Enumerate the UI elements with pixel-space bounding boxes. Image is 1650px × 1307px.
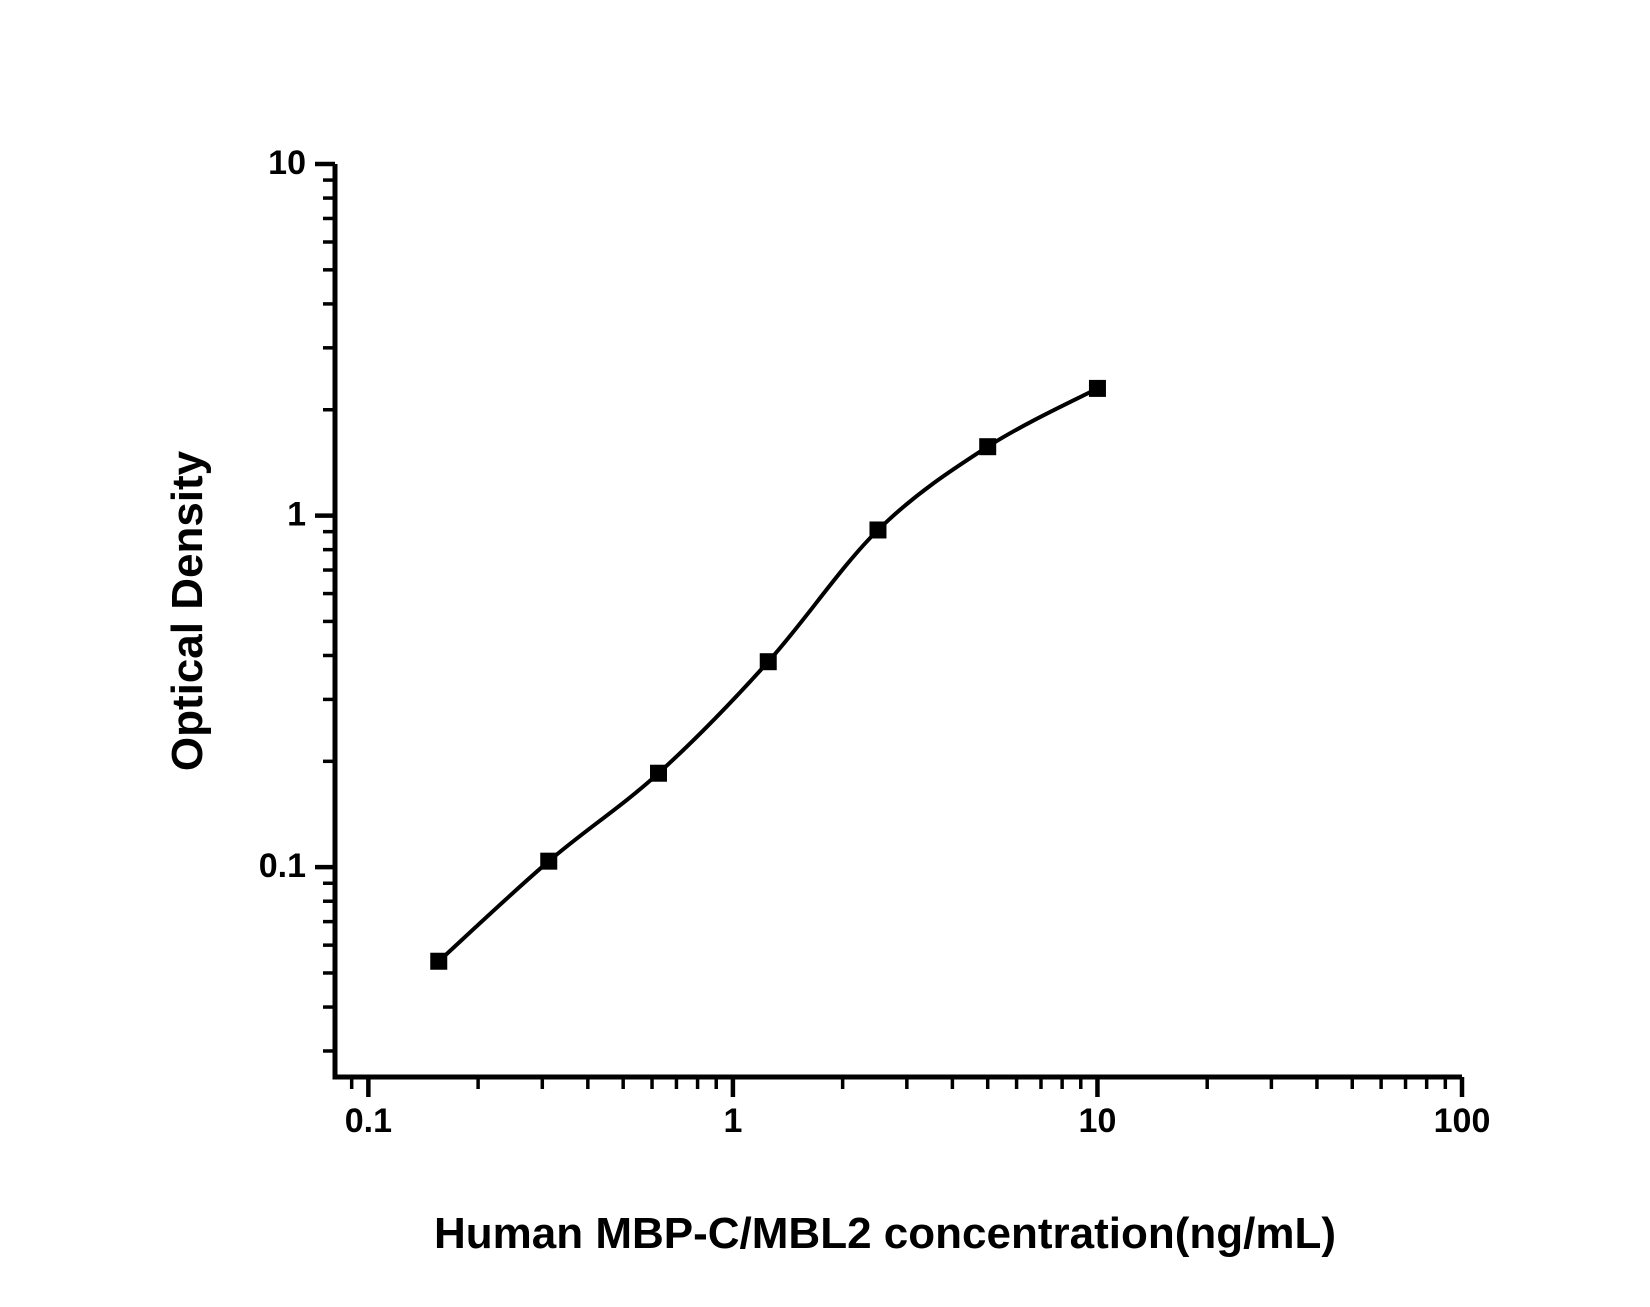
data-point-marker [869, 521, 887, 539]
axes-frame [332, 164, 1462, 1080]
x-tick-label: 1 [723, 1102, 742, 1140]
y-tick-label: 10 [268, 144, 306, 182]
y-tick-label: 0.1 [259, 847, 306, 885]
x-tick-label: 100 [1434, 1102, 1491, 1140]
data-point-marker [979, 438, 997, 456]
standard-curve-line [437, 386, 1099, 963]
x-tick-label: 0.1 [345, 1102, 392, 1140]
data-point-marker [430, 952, 448, 970]
y-axis-title: Optical Density [163, 450, 212, 772]
data-point-marker [1088, 379, 1106, 397]
x-tick-label: 10 [1079, 1102, 1117, 1140]
x-axis-title: Human MBP-C/MBL2 concentration(ng/mL) [434, 1209, 1336, 1258]
data-point-marker [759, 653, 777, 671]
y-tick-label: 1 [287, 496, 306, 534]
data-point-marker [649, 764, 667, 782]
chart-canvas: 0.1 1 10 100 0.1 1 10 [259, 144, 1491, 1140]
elisa-standard-curve-chart: 0.1 1 10 100 0.1 1 10 Human MBP-C/MBL2 concent… [40, 16, 1650, 1291]
data-point-marker [540, 852, 558, 870]
